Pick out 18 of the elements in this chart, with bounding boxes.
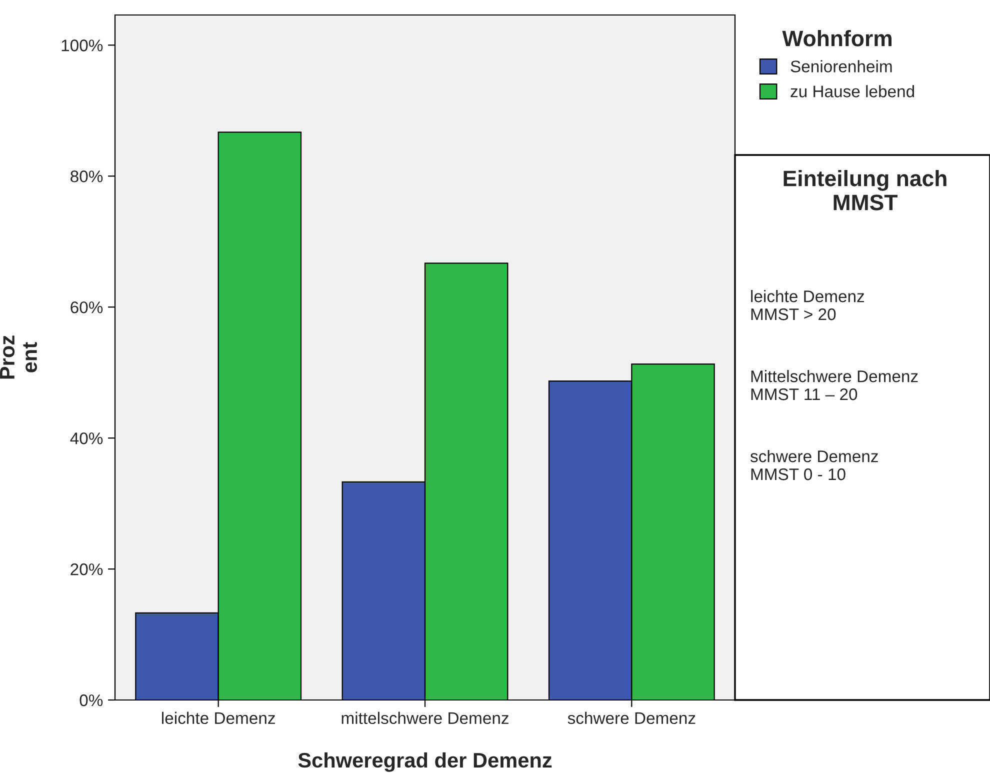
x-tick-label: leichte Demenz [162, 712, 275, 724]
text: Mittelschwere Demenz MMST 11 – 20 [751, 370, 918, 400]
x-tick-label: schwere Demenz [568, 712, 696, 724]
x-axis-title: Schweregrad der Demenz [298, 752, 552, 772]
legend-label: Seniorenheim [790, 60, 892, 72]
y-tick-label: 60% [70, 301, 103, 314]
y-tick-label: 80% [70, 170, 103, 182]
y-tick-label: 0% [80, 694, 103, 706]
text: Einteilung nach MMST [784, 170, 946, 210]
y-tick-label: 20% [70, 563, 103, 576]
text: schwere Demenz MMST 0 - 10 [750, 450, 878, 480]
text: leichte Demenz MMST > 20 [751, 290, 864, 320]
y-axis-title: Proz ent [0, 336, 38, 379]
y-tick-label: 100% [62, 40, 103, 52]
x-tick-label: mittelschwere Demenz [342, 712, 508, 724]
legend-label: zu Hause lebend [790, 85, 914, 98]
legend-title: Wohnform [782, 30, 892, 46]
y-tick-label: 40% [70, 432, 103, 444]
